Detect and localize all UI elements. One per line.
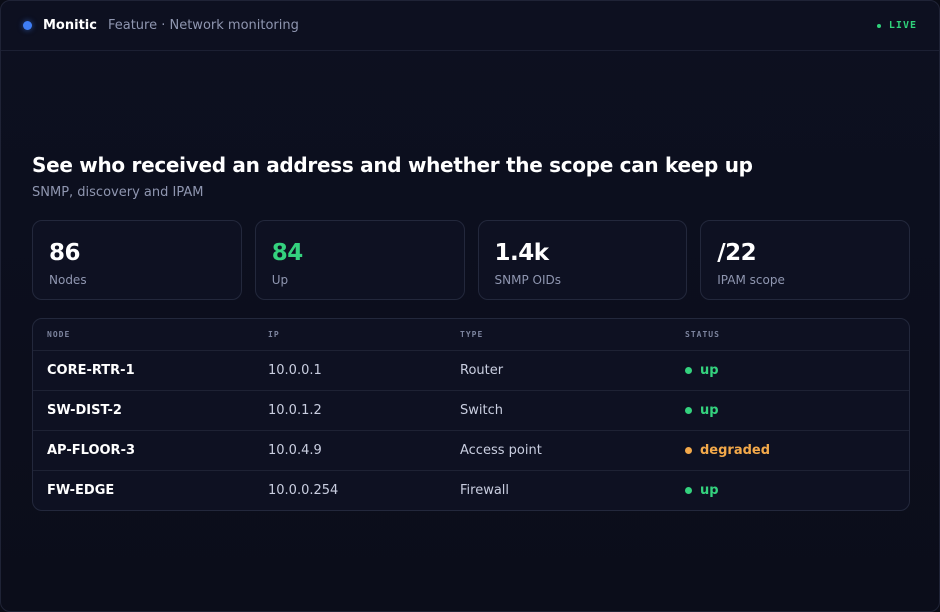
node-type: Router bbox=[460, 363, 504, 378]
node-ip: 10.0.1.2 bbox=[268, 403, 322, 418]
stat-value: 84 bbox=[271, 240, 304, 266]
status-text: up bbox=[700, 483, 719, 498]
status-dot-icon bbox=[685, 367, 692, 374]
column-header-status[interactable]: STATUS bbox=[685, 330, 720, 339]
stat-label: IPAM scope bbox=[717, 273, 785, 287]
node-name: FW-EDGE bbox=[47, 483, 115, 498]
stat-label: SNMP OIDs bbox=[494, 273, 561, 287]
status-dot-icon bbox=[685, 487, 692, 494]
node-type: Firewall bbox=[460, 483, 510, 498]
status-text: degraded bbox=[700, 443, 771, 458]
status-dot-icon bbox=[685, 447, 692, 454]
stat-card-nodes: 86 Nodes bbox=[32, 220, 242, 300]
column-header-ip[interactable]: IP bbox=[268, 330, 280, 339]
status-badge: up bbox=[685, 483, 909, 498]
stat-card-ipam-scope: /22 IPAM scope bbox=[700, 220, 910, 300]
status-badge: degraded bbox=[685, 443, 909, 458]
page-title: See who received an address and whether … bbox=[32, 153, 753, 177]
table-row[interactable]: SW-DIST-2 10.0.1.2 Switch up bbox=[33, 390, 909, 430]
stat-card-up: 84 Up bbox=[254, 220, 465, 300]
stat-label: Up bbox=[271, 273, 289, 287]
stat-value: /22 bbox=[717, 240, 757, 266]
status-text: up bbox=[700, 403, 719, 418]
status-text: up bbox=[700, 363, 719, 378]
stat-value: 1.4k bbox=[494, 240, 550, 266]
breadcrumb: Feature · Network monitoring bbox=[107, 18, 299, 33]
live-indicator: LIVE bbox=[876, 20, 917, 31]
table-row[interactable]: FW-EDGE 10.0.0.254 Firewall up bbox=[33, 470, 909, 510]
table-row[interactable]: AP-FLOOR-3 10.0.4.9 Access point degrade… bbox=[33, 430, 909, 470]
status-badge: up bbox=[685, 363, 909, 378]
stat-value: 86 bbox=[49, 240, 81, 266]
brand-name[interactable]: Monitic bbox=[43, 18, 97, 33]
live-label: LIVE bbox=[888, 20, 917, 31]
nodes-table: NODE IP TYPE STATUS CORE-RTR-1 10.0.0.1 … bbox=[32, 318, 910, 511]
main-content: See who received an address and whether … bbox=[32, 153, 910, 511]
stat-card-snmp-oids: 1.4k SNMP OIDs bbox=[477, 220, 688, 300]
stat-label: Nodes bbox=[49, 273, 87, 287]
live-dot-icon bbox=[876, 23, 881, 28]
node-ip: 10.0.0.254 bbox=[268, 483, 339, 498]
node-ip: 10.0.4.9 bbox=[268, 443, 322, 458]
node-type: Access point bbox=[460, 443, 542, 458]
status-badge: up bbox=[685, 403, 909, 418]
node-type: Switch bbox=[460, 403, 503, 418]
stat-cards: 86 Nodes 84 Up 1.4k SNMP OIDs /22 IPAM s… bbox=[32, 220, 910, 300]
table-header-row: NODE IP TYPE STATUS bbox=[33, 319, 909, 350]
table-row[interactable]: CORE-RTR-1 10.0.0.1 Router up bbox=[33, 350, 909, 390]
status-dot-icon bbox=[685, 407, 692, 414]
node-name: AP-FLOOR-3 bbox=[47, 443, 136, 458]
top-bar: Monitic Feature · Network monitoring LIV… bbox=[1, 1, 939, 51]
column-header-type[interactable]: TYPE bbox=[460, 330, 484, 339]
node-name: CORE-RTR-1 bbox=[47, 363, 135, 378]
brand-logo-dot bbox=[23, 21, 32, 30]
column-header-node[interactable]: NODE bbox=[47, 330, 71, 339]
node-name: SW-DIST-2 bbox=[47, 403, 122, 418]
node-ip: 10.0.0.1 bbox=[268, 363, 322, 378]
page-subtitle: SNMP, discovery and IPAM bbox=[32, 185, 204, 200]
